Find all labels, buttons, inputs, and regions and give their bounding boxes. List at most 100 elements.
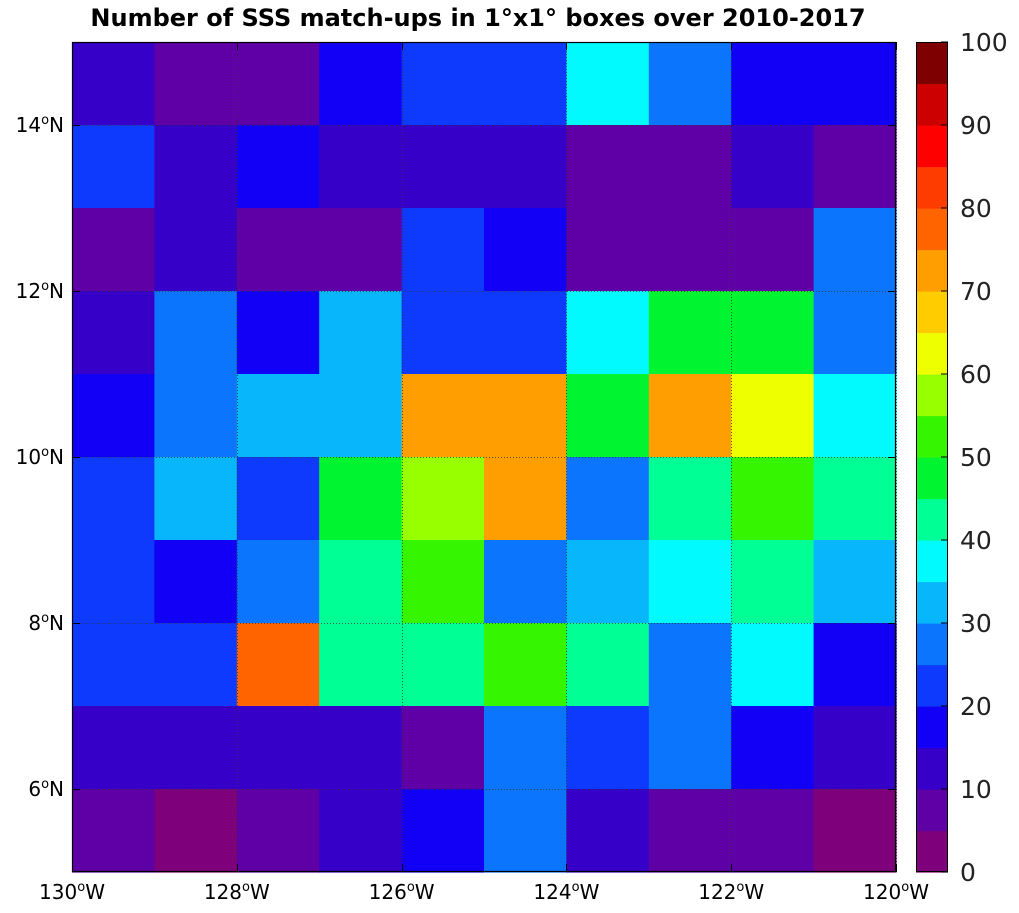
y-tick-label: 10oN	[16, 445, 64, 469]
heatmap-cell	[648, 208, 732, 292]
heatmap-cell	[813, 540, 897, 624]
heatmap-cell	[401, 208, 485, 292]
grid-lines	[72, 42, 897, 872]
heatmap-cell	[566, 42, 650, 126]
colorbar-tick-label: 60	[960, 360, 992, 389]
x-tick-label: 130oW	[39, 880, 105, 904]
heatmap-cell	[401, 706, 485, 790]
heatmap-cell	[648, 789, 732, 873]
heatmap-cell	[154, 789, 238, 873]
heatmap-cell	[484, 540, 567, 624]
x-tick-label: 128oW	[204, 880, 270, 904]
heatmap-cell	[648, 125, 732, 209]
heatmap-cell	[566, 125, 650, 209]
heatmap-cell	[154, 125, 238, 209]
heatmap-cell	[813, 789, 897, 873]
chart-title: Number of SSS match-ups in 1°x1° boxes o…	[90, 4, 865, 32]
heatmap-cell	[566, 540, 650, 624]
heatmap-cell	[72, 706, 155, 790]
heatmap-cell	[72, 291, 155, 375]
heatmap-cell	[236, 706, 320, 790]
colorbar-segment	[916, 83, 948, 126]
heatmap-cell	[566, 457, 650, 541]
colorbar-segment	[916, 249, 948, 292]
heatmap-cell	[484, 623, 567, 707]
heatmap-cell	[319, 208, 403, 292]
heatmap-cell	[319, 291, 403, 375]
heatmap-cell	[236, 42, 320, 126]
x-tick-label: 126oW	[369, 880, 435, 904]
colorbar-tick-label: 70	[960, 277, 992, 306]
heatmap-cell	[813, 208, 897, 292]
heatmap-cell	[566, 208, 650, 292]
heatmap-cell	[401, 291, 485, 375]
colorbar-segment	[916, 208, 948, 251]
heatmap-cell	[566, 374, 650, 458]
heatmap-cell	[72, 374, 155, 458]
heatmap-cell	[319, 706, 403, 790]
heatmap-cell	[401, 457, 485, 541]
heatmap-cell	[154, 540, 238, 624]
colorbar-tick-label: 30	[960, 609, 992, 638]
heatmap-cell	[154, 374, 238, 458]
heatmap-cell	[236, 623, 320, 707]
heatmap-cell	[566, 291, 650, 375]
heatmap-cell	[401, 623, 485, 707]
heatmap-cell	[813, 42, 897, 126]
heatmap-cell	[731, 374, 815, 458]
heatmap-cell	[813, 623, 897, 707]
heatmap-cell	[648, 706, 732, 790]
heatmap-cell	[401, 374, 485, 458]
colorbar-segment	[916, 664, 948, 707]
heatmap-cell	[236, 374, 320, 458]
heatmap-cell	[401, 540, 485, 624]
heatmap-cell	[401, 42, 485, 126]
x-tick-label: 124oW	[533, 880, 599, 904]
heatmap-cell	[731, 623, 815, 707]
colorbar-tick-label: 10	[960, 775, 992, 804]
heatmap-cell	[484, 457, 567, 541]
colorbar-segment	[916, 830, 948, 873]
heatmap-cell	[72, 208, 155, 292]
colorbar-segment	[916, 166, 948, 209]
heatmap-cell	[72, 125, 155, 209]
heatmap-cell	[731, 789, 815, 873]
colorbar-segment	[916, 457, 948, 500]
colorbar-tick-label: 90	[960, 111, 992, 140]
heatmap-cell	[401, 789, 485, 873]
y-tick-label: 8oN	[28, 611, 64, 635]
heatmap-cell	[484, 374, 567, 458]
heatmap-cell	[484, 208, 567, 292]
heatmap-cell	[236, 125, 320, 209]
heatmap-cell	[484, 789, 567, 873]
heatmap-cell	[566, 789, 650, 873]
heatmap-cell	[319, 623, 403, 707]
heatmap-cell	[731, 208, 815, 292]
heatmap-cell	[236, 789, 320, 873]
heatmap-cell	[319, 457, 403, 541]
heatmap-cell	[813, 706, 897, 790]
x-tick-label: 120oW	[863, 880, 929, 904]
heatmap-cell	[731, 457, 815, 541]
colorbar-segment	[916, 291, 948, 334]
heatmap-cell	[813, 291, 897, 375]
heatmap-cell	[319, 789, 403, 873]
heatmap-cell	[154, 706, 238, 790]
heatmap-cell	[236, 208, 320, 292]
colorbar-tick-label: 40	[960, 526, 992, 555]
colorbar-tick-label: 50	[960, 443, 992, 472]
heatmap-cell	[566, 623, 650, 707]
heatmap-cell	[484, 42, 567, 126]
heatmap-cell	[236, 540, 320, 624]
y-tick-label: 6oN	[28, 777, 64, 801]
heatmap-cell	[72, 540, 155, 624]
heatmap-cell	[566, 706, 650, 790]
heatmap-cell	[648, 623, 732, 707]
heatmap-cell	[648, 540, 732, 624]
colorbar-segment	[916, 332, 948, 375]
colorbar-segment	[916, 498, 948, 541]
heatmap-cell	[154, 208, 238, 292]
heatmap-cell	[72, 457, 155, 541]
colorbar-tick-label: 80	[960, 194, 992, 223]
